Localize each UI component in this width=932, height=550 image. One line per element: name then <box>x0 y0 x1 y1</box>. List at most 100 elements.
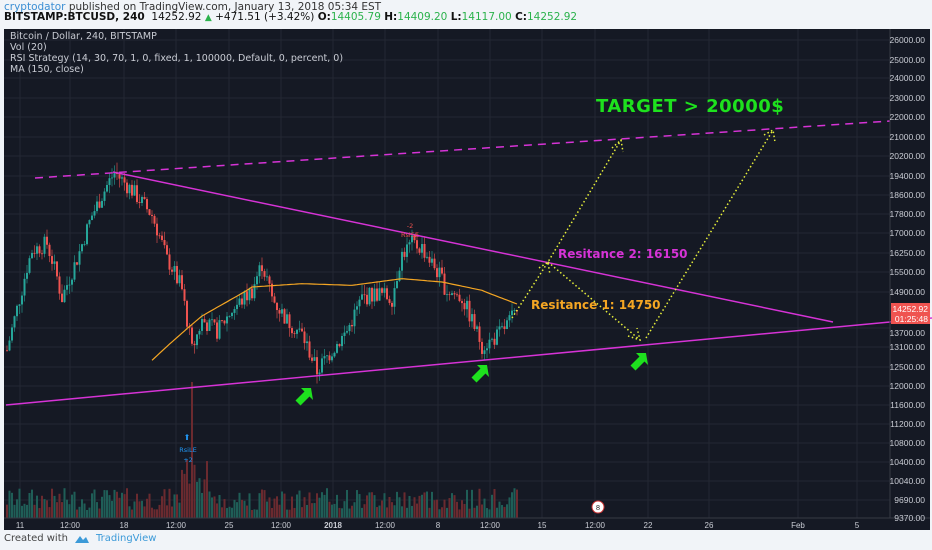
tradingview-link[interactable]: TradingView <box>95 533 157 544</box>
volume-bar <box>303 497 306 518</box>
candle-body <box>176 266 178 284</box>
candle-body <box>103 191 106 201</box>
target-annotation[interactable]: TARGET > 20000$ <box>596 96 785 117</box>
green-arrow-icons <box>295 353 648 406</box>
volume-bar <box>318 497 321 518</box>
price-tick-label: 24000.00 <box>890 73 926 83</box>
candle-body <box>401 251 403 271</box>
event-badge[interactable] <box>591 500 605 514</box>
candle-body <box>271 283 273 297</box>
volume-bar <box>458 509 461 518</box>
volume-bar <box>178 502 181 518</box>
candle-body <box>118 174 121 179</box>
price-tick-label: 11600.00 <box>890 400 925 410</box>
candle-body <box>96 201 98 212</box>
candle-body <box>156 223 158 236</box>
candle-body <box>501 326 503 328</box>
candle-body <box>106 184 108 192</box>
volume-bar <box>143 506 146 518</box>
volume-bar <box>383 493 386 518</box>
candle-body <box>376 288 378 301</box>
candles <box>6 162 518 384</box>
candle-body <box>406 244 408 257</box>
up-arrow-icon <box>295 388 313 406</box>
volume-bar <box>493 489 496 518</box>
volume-bar <box>371 492 373 518</box>
candle-body <box>363 294 366 296</box>
candle-body <box>18 304 21 306</box>
candle-body <box>151 214 153 216</box>
candle-body <box>163 239 166 246</box>
volume-bar <box>316 493 318 518</box>
volume-bar <box>446 507 448 518</box>
candle-body <box>443 273 446 295</box>
candle-body <box>356 306 358 310</box>
volume-bar <box>271 507 273 518</box>
candle-body <box>246 291 248 301</box>
candle-body <box>53 261 56 264</box>
candle-body <box>193 343 196 346</box>
resistance-trendline[interactable] <box>112 171 834 323</box>
candle-body <box>321 358 323 373</box>
volume-bar <box>483 498 486 518</box>
volume-bar <box>166 505 168 518</box>
volume-bar <box>26 504 28 518</box>
volume-bars <box>6 381 518 518</box>
candle-body <box>316 357 318 375</box>
price-tick-label: 11200.00 <box>890 419 925 429</box>
candle-body <box>413 235 416 241</box>
candle-body <box>486 348 488 351</box>
candle-body <box>333 352 336 357</box>
high-value: 14409.20 <box>397 11 448 23</box>
volume-bar <box>76 509 78 518</box>
volume-bar <box>43 499 46 518</box>
candle-body <box>383 288 386 293</box>
candle-body <box>441 267 443 274</box>
ma150-line <box>151 278 518 361</box>
candle-body <box>261 265 263 272</box>
volume-bar <box>213 496 216 518</box>
price-axis[interactable]: 26000.00 25000.00 24000.00 23000.00 22000.00… <box>890 35 926 523</box>
volume-bar <box>6 504 8 518</box>
candle-body <box>351 324 353 327</box>
volume-bar <box>451 493 453 518</box>
volume-bar <box>361 507 363 518</box>
legend-rsi[interactable]: RSI Strategy (14, 30, 70, 1, 0, fixed, 1… <box>10 53 344 64</box>
price-tick-label: 14900.00 <box>890 287 926 297</box>
author-link[interactable]: cryptodator <box>4 1 66 13</box>
time-axis[interactable]: 11 12:00 18 12:00 25 12:00 2018 12:00 8 12:00 15 12… <box>16 521 860 530</box>
candle-body <box>91 215 93 221</box>
projection-arrows[interactable] <box>511 128 776 342</box>
candle-body <box>138 202 141 204</box>
candle-body <box>236 304 238 310</box>
volume-bar <box>201 492 203 518</box>
volume-bar <box>268 497 271 518</box>
time-tick-label: 11 <box>16 521 25 530</box>
countdown-label: 01:25:48 <box>895 314 928 324</box>
volume-bar <box>291 496 293 518</box>
candle-body <box>481 341 483 354</box>
volume-bar <box>81 499 83 518</box>
candle-body <box>231 312 233 317</box>
volume-bar <box>298 490 301 518</box>
candle-body <box>166 245 168 255</box>
volume-bar <box>416 503 418 518</box>
candle-body <box>128 184 131 194</box>
resistance-2-annotation[interactable]: Resitance 2: 16150 <box>558 247 688 261</box>
volume-bar <box>281 491 283 518</box>
legend-title: Bitcoin / Dollar, 240, BITSTAMP <box>10 31 157 42</box>
legend-vol[interactable]: Vol (20) <box>10 42 47 53</box>
target-channel-line[interactable] <box>34 120 891 179</box>
resistance-1-annotation[interactable]: Resitance 1: 14750 <box>531 298 661 312</box>
legend-ma[interactable]: MA (150, close) <box>10 64 84 75</box>
rsi-short-label: RsiSE <box>401 231 419 239</box>
chart-background <box>4 29 930 530</box>
support-trendline[interactable] <box>5 317 932 406</box>
volume-bar <box>228 506 231 518</box>
candle-body <box>143 196 146 200</box>
price-tick-label: 12500.00 <box>890 362 926 372</box>
volume-bar <box>408 495 411 518</box>
time-tick-label: 12:00 <box>375 521 396 530</box>
price-tick-label: 19400.00 <box>890 171 926 181</box>
